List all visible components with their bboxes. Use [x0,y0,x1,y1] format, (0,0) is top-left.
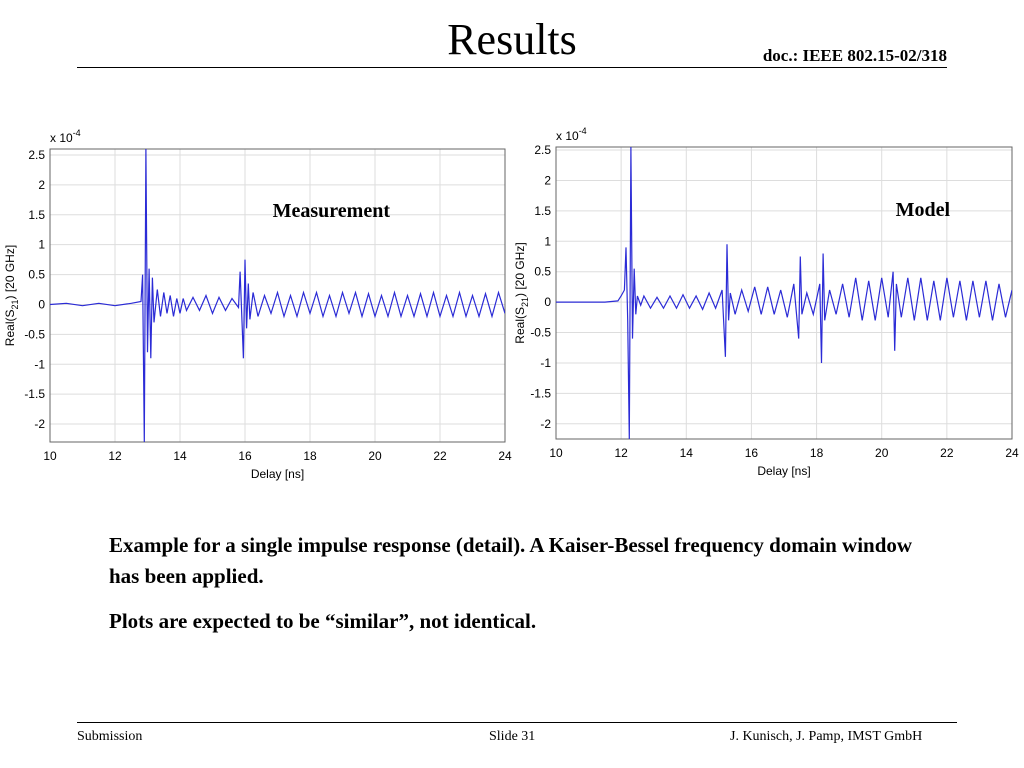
x-tick-label: 10 [549,446,563,460]
y-tick-label: 1 [544,234,551,248]
y-tick-label: -2 [540,417,551,431]
x-tick-label: 24 [1005,446,1019,460]
measurement-chart-svg: 10 12 14 16 18 20 22 24 -2 -1.5 -1 -0.5 0 0.5 1 1.5 2 2.5… [3,128,512,481]
y-tick-label: 2.5 [28,148,45,162]
impulse-response-line [556,147,1012,439]
y-axis-label: Real(S21) [20 GHz] [513,242,530,343]
x-tick-label: 22 [433,449,447,463]
y-tick-label: -1.5 [530,386,551,400]
plot-frame [555,146,1013,440]
y-tick-label: -1 [540,356,551,370]
slide-title: Results [447,15,577,64]
scale-note: x 10-4 [556,126,587,143]
x-tick-label: 20 [368,449,382,463]
x-tick-label: 18 [810,446,824,460]
footer-authors: J. Kunisch, J. Pamp, IMST GmbH [730,729,923,744]
y-tick-label: 1.5 [534,204,551,218]
chart-annotation: Model [896,199,951,221]
plot-area [556,147,1012,439]
y-tick-label: -0.5 [24,327,45,341]
y-tick-label: -1 [34,357,45,371]
x-tick-label: 10 [43,449,57,463]
x-tick-label: 18 [303,449,317,463]
chart-annotation: Measurement [273,200,391,222]
y-tick-label: 0 [544,295,551,309]
x-tick-label: 14 [680,446,694,460]
x-tick-label: 16 [238,449,252,463]
y-tick-label: 2.5 [534,143,551,157]
y-tick-label: 2 [544,173,551,187]
doc-reference: doc.: IEEE 802.15-02/318 [762,46,947,65]
x-tick-label: 16 [745,446,759,460]
x-axis-label: Delay [ns] [251,467,304,481]
plot-frame [49,148,506,443]
x-tick-label: 12 [614,446,628,460]
y-tick-label: 1.5 [28,208,45,222]
impulse-response-line [50,149,505,442]
y-tick-label: 0.5 [534,265,551,279]
y-tick-label: 0.5 [28,268,45,282]
y-tick-label: 1 [38,238,45,252]
y-tick-label: 2 [38,178,45,192]
model-chart-svg: 10 12 14 16 18 20 22 24 -2 -1.5 -1 -0.5 0 0.5 1 1.5 2 2.5… [513,126,1019,478]
x-axis-label: Delay [ns] [757,464,810,478]
y-tick-label: -0.5 [530,326,551,340]
model-chart: 10 12 14 16 18 20 22 24 -2 -1.5 -1 -0.5 0 0.5 1 1.5 2 2.5… [510,122,1022,492]
header-rule [77,67,947,68]
measurement-chart: 10 12 14 16 18 20 22 24 -2 -1.5 -1 -0.5 0 0.5 1 1.5 2 2.5… [0,122,512,492]
plot-area [50,149,505,442]
y-tick-label: 0 [38,297,45,311]
footer-rule [77,722,957,723]
caption-line-1: Example for a single impulse response (d… [109,533,913,588]
caption-line-2: Plots are expected to be “similar”, not … [109,609,537,633]
x-tick-label: 20 [875,446,889,460]
y-tick-label: -2 [34,417,45,431]
footer-submission: Submission [77,729,143,744]
caption-block: Example for a single impulse response (d… [109,530,939,637]
footer-slide-number: Slide 31 [489,729,536,744]
x-tick-label: 14 [173,449,187,463]
scale-note: x 10-4 [50,128,81,145]
y-tick-label: -1.5 [24,387,45,401]
y-axis-label: Real(S21) [20 GHz] [3,245,20,346]
x-tick-label: 22 [940,446,954,460]
x-tick-label: 12 [108,449,122,463]
x-tick-label: 24 [498,449,512,463]
